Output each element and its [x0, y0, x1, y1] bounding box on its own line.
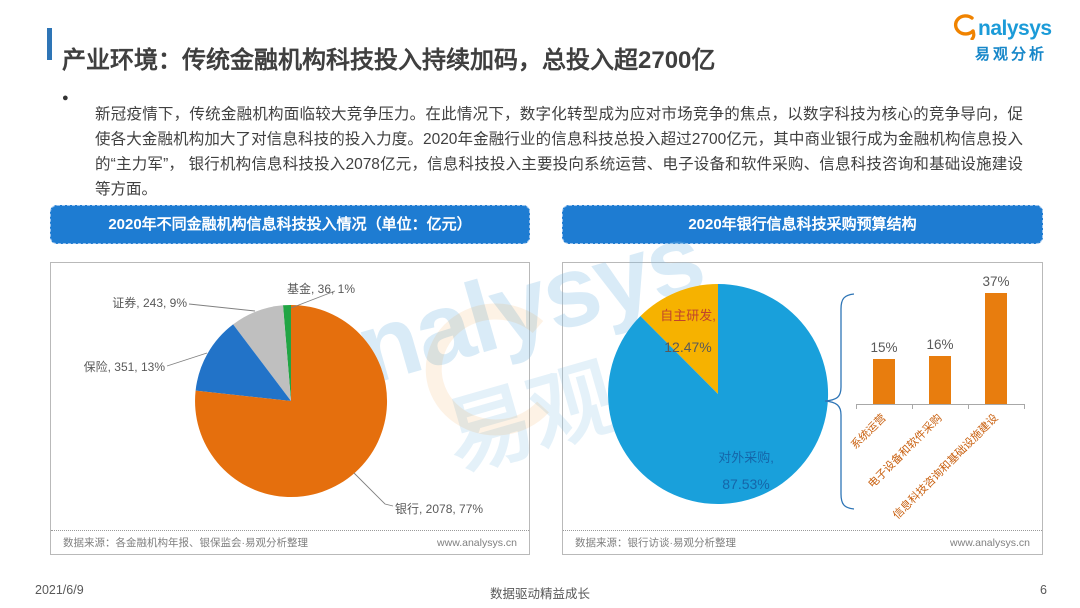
axis-tick: [912, 404, 913, 409]
bar-value-label: 15%: [870, 340, 898, 355]
right-website-text: www.analysys.cn: [950, 536, 1030, 549]
procurement-pie-chart: [608, 283, 855, 510]
pie-slice-证券: [233, 305, 291, 401]
pie-slice-基金: [283, 304, 291, 401]
pie-label-baoxian: 保险, 351, 13%: [83, 360, 165, 374]
analysys-logo: nalysys 易观分析: [948, 12, 1058, 62]
pie-slice-自主研发: [640, 284, 718, 394]
right-source-row: 数据来源：银行访谈·易观分析整理 www.analysys.cn: [563, 530, 1042, 554]
pie-slice-对外采购: [608, 283, 829, 504]
leader-line-jijin: [290, 290, 336, 309]
logo-brand-text: nalysys: [978, 16, 1052, 40]
footer-page-number: 6: [1040, 583, 1047, 597]
pie-label-duiwai-line2: 87.53%: [722, 476, 770, 492]
right-source-text: 数据来源：银行访谈·易观分析整理: [575, 537, 736, 549]
bar-系统运营: [873, 359, 895, 404]
bar-value-label: 37%: [982, 274, 1010, 289]
bar-信息科技咨询和基础设施建设: [985, 293, 1007, 404]
brace-icon: [824, 293, 855, 510]
procurement-bar-chart: 15% 系统运营 16% 电子设备和软件采购 37% 信息科技咨询和基础设施建设: [563, 263, 1042, 554]
axis-tick: [968, 404, 969, 409]
right-chart-panel: 自主研发, 12.47% 对外采购, 87.53% 15% 系统运营 16% 电子设备…: [562, 262, 1043, 555]
pie-label-zizhu-line1: 自主研发,: [660, 308, 716, 323]
footer-date: 2021/6/9: [35, 583, 84, 597]
right-chart-header: 2020年银行信息科技采购预算结构: [562, 205, 1043, 244]
pie-slice-保险: [195, 324, 291, 401]
left-chart-panel: 证券, 243, 9% 基金, 36, 1% 保险, 351, 13% 银行, …: [50, 262, 530, 555]
left-website-text: www.analysys.cn: [437, 536, 517, 549]
page-title: 产业环境：传统金融机构科技投入持续加码，总投入超2700亿: [62, 47, 716, 75]
intro-paragraph: 新冠疫情下，传统金融机构面临较大竞争压力。在此情况下，数字化转型成为应对市场竞争…: [95, 105, 1023, 198]
institutions-pie-chart: [166, 290, 394, 507]
bar-axis-line: [856, 404, 1024, 405]
left-source-row: 数据来源：各金融机构年报、银保监会·易观分析整理 www.analysys.cn: [51, 530, 529, 554]
title-accent-bar: [47, 28, 52, 60]
pie-slice-银行: [195, 305, 388, 497]
footer-slogan: 数据驱动精益成长: [489, 587, 590, 601]
axis-tick: [1024, 404, 1025, 409]
bar-value-label: 16%: [926, 337, 954, 352]
logo-swoosh-icon: [948, 12, 978, 44]
pie-label-yinhang: 银行, 2078, 77%: [395, 502, 484, 516]
logo-brand-cn: 易观分析: [974, 46, 1047, 63]
bar-电子设备和软件采购: [929, 356, 951, 404]
leader-line-baoxian: [166, 352, 208, 367]
axis-tick: [856, 404, 857, 409]
leader-line-yinhang: [353, 472, 394, 507]
pie-label-jijin: 基金, 36, 1%: [287, 282, 356, 296]
left-source-text: 数据来源：各金融机构年报、银保监会·易观分析整理: [63, 537, 308, 549]
bullet-icon: ●: [62, 92, 69, 104]
leader-line-zhengquan: [188, 303, 256, 312]
pie-label-zhengquan: 证券, 243, 9%: [112, 296, 187, 310]
left-chart-header: 2020年不同金融机构信息科技投入情况（单位：亿元）: [50, 205, 530, 244]
pie-label-duiwai-line1: 对外采购,: [718, 450, 774, 465]
pie-label-zizhu-line2: 12.47%: [664, 339, 712, 355]
